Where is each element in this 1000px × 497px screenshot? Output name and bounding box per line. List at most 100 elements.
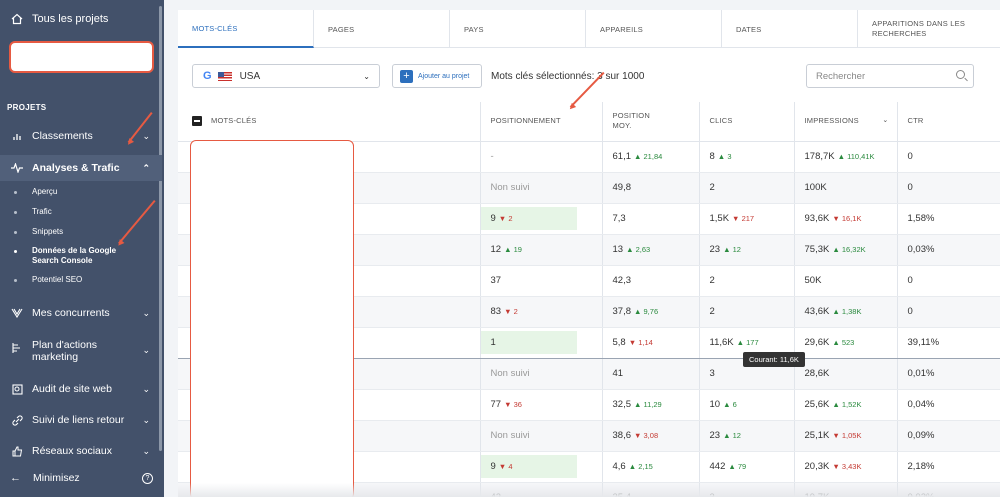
tab-dates[interactable]: DATES bbox=[722, 10, 858, 48]
subitem-seo-potential[interactable]: Potentiel SEO bbox=[14, 275, 82, 284]
add-to-project-label: Ajouter au projet bbox=[418, 72, 470, 80]
delta-up: ▲ 16,32K bbox=[832, 245, 866, 254]
clicks-cell: 8 ▲ 3 bbox=[699, 141, 795, 173]
clicks-tooltip: Courant: 11,6K bbox=[743, 352, 805, 367]
scroll-fade bbox=[178, 483, 1000, 497]
google-icon: G bbox=[203, 70, 212, 82]
clicks-cell: 442 ▲ 79 bbox=[699, 451, 795, 483]
bullet-icon bbox=[14, 250, 17, 253]
impressions-cell: 43,6K ▲ 1,38K bbox=[794, 296, 898, 328]
header-clicks[interactable]: CLICS bbox=[699, 102, 795, 142]
tab-keywords[interactable]: MOTS-CLÉS bbox=[178, 10, 314, 48]
avg-position-cell: 49,8 bbox=[602, 172, 700, 204]
clicks-cell: 10 ▲ 6 bbox=[699, 389, 795, 421]
ctr-cell: 0 bbox=[897, 296, 1000, 328]
impressions-cell: 25,1K ▼ 1,05K bbox=[794, 420, 898, 452]
sidebar-item-rankings[interactable]: Classements ⌄ bbox=[0, 126, 162, 146]
impressions-cell: 100K bbox=[794, 172, 898, 204]
sidebar-item-label: Réseaux sociaux bbox=[32, 445, 112, 457]
avg-position-cell: 5,8 ▼ 1,14 bbox=[602, 326, 700, 359]
ctr-cell: 2,18% bbox=[897, 451, 1000, 483]
sidebar-item-analytics[interactable]: Analyses & Trafic ⌃ bbox=[0, 155, 162, 181]
selected-count: Mots clés sélectionnés: 3 sur 1000 bbox=[491, 70, 645, 82]
subitem-label: Données de la Google Search Console bbox=[32, 246, 117, 265]
ctr-cell: 0 bbox=[897, 265, 1000, 297]
avg-position-cell: 38,6 ▼ 3,08 bbox=[602, 420, 700, 452]
all-projects-label: Tous les projets bbox=[32, 13, 109, 25]
tab-devices[interactable]: APPAREILS bbox=[586, 10, 722, 48]
add-to-project-button[interactable]: + Ajouter au projet bbox=[392, 64, 482, 88]
subitem-label: Potentiel SEO bbox=[32, 275, 83, 284]
header-label: MOTS-CLÉS bbox=[211, 116, 257, 126]
sidebar-item-site-audit[interactable]: Audit de site web ⌄ bbox=[0, 379, 162, 399]
chevron-down-icon: ⌄ bbox=[142, 307, 150, 318]
sidebar-item-marketing-plan[interactable]: Plan d'actions marketing ⌄ bbox=[0, 339, 162, 365]
minimize-button[interactable]: ← Minimisez ? bbox=[10, 472, 155, 484]
avg-position-cell: 4,6 ▲ 2,15 bbox=[602, 451, 700, 483]
competitors-icon bbox=[10, 306, 24, 320]
minimize-label: Minimisez bbox=[33, 472, 80, 484]
subitem-traffic[interactable]: Trafic bbox=[14, 207, 52, 216]
header-impressions[interactable]: IMPRESSIONS ⌄ bbox=[794, 102, 898, 142]
impressions-cell: 25,6K ▲ 1,52K bbox=[794, 389, 898, 421]
toolbar: G USA ⌄ + Ajouter au projet Mots clés sé… bbox=[192, 64, 644, 88]
impressions-cell: 75,3K ▲ 16,32K bbox=[794, 234, 898, 266]
delta-down: ▼ 217 bbox=[732, 214, 755, 223]
checklist-icon bbox=[10, 341, 24, 355]
ctr-cell: 1,58% bbox=[897, 203, 1000, 235]
ctr-cell: 0 bbox=[897, 172, 1000, 204]
help-icon[interactable]: ? bbox=[142, 472, 153, 484]
sidebar-item-competitors[interactable]: Mes concurrents ⌄ bbox=[0, 303, 162, 323]
position-cell: 37 bbox=[480, 265, 603, 297]
header-position[interactable]: POSITIONNEMENT bbox=[480, 102, 603, 142]
impressions-cell: 93,6K ▼ 16,1K bbox=[794, 203, 898, 235]
chevron-down-icon: ⌄ bbox=[142, 383, 150, 394]
select-all-checkbox[interactable] bbox=[192, 116, 202, 127]
tab-countries[interactable]: PAYS bbox=[450, 10, 586, 48]
sidebar-item-social[interactable]: Réseaux sociaux ⌄ bbox=[0, 441, 162, 461]
delta-down: ▼ 3,43K bbox=[832, 462, 862, 471]
search-icon bbox=[956, 70, 965, 79]
sort-desc-icon[interactable]: ⌄ bbox=[882, 117, 889, 125]
all-projects-link[interactable]: Tous les projets bbox=[10, 12, 108, 26]
thumbs-up-icon bbox=[10, 444, 24, 458]
chevron-down-icon: ⌄ bbox=[363, 71, 370, 81]
chevron-down-icon: ⌄ bbox=[142, 345, 150, 355]
arrow-left-icon: ← bbox=[10, 472, 21, 484]
chevron-down-icon: ⌄ bbox=[142, 414, 150, 425]
tab-pages[interactable]: PAGES bbox=[314, 10, 450, 48]
header-ctr[interactable]: CTR bbox=[897, 102, 1000, 142]
subitem-search-console[interactable]: Données de la Google Search Console bbox=[14, 246, 144, 266]
subitem-overview[interactable]: Aperçu bbox=[14, 187, 57, 196]
projects-section-label: PROJETS bbox=[7, 103, 47, 112]
avg-position-cell: 37,8 ▲ 9,76 bbox=[602, 296, 700, 328]
impressions-cell: 28,6K bbox=[794, 358, 898, 390]
subitem-snippets[interactable]: Snippets bbox=[14, 227, 63, 236]
project-selector[interactable] bbox=[9, 41, 154, 73]
subitem-label: Snippets bbox=[32, 227, 64, 236]
sidebar-scrollbar[interactable] bbox=[159, 6, 162, 451]
position-cell: Non suivi bbox=[480, 172, 603, 204]
home-icon bbox=[10, 12, 24, 26]
audit-icon bbox=[10, 382, 24, 396]
header-avg-position[interactable]: POSITION MOY. bbox=[602, 102, 700, 142]
position-cell: Non suivi bbox=[480, 358, 603, 390]
position-cell: 83 ▼ 2 bbox=[480, 296, 603, 328]
avg-position-cell: 13 ▲ 2,63 bbox=[602, 234, 700, 266]
search-placeholder: Rechercher bbox=[816, 70, 866, 82]
bullet-icon bbox=[14, 211, 17, 214]
search-input[interactable]: Rechercher bbox=[806, 64, 974, 88]
ctr-cell: 0,04% bbox=[897, 389, 1000, 421]
clicks-cell: 2 bbox=[699, 172, 795, 204]
sidebar-item-backlinks[interactable]: Suivi de liens retour ⌄ bbox=[0, 410, 162, 430]
subitem-label: Aperçu bbox=[32, 187, 58, 196]
delta-up: ▲ 21,84 bbox=[634, 152, 663, 161]
position-cell: 1 bbox=[480, 326, 603, 359]
impressions-cell: 20,3K ▼ 3,43K bbox=[794, 451, 898, 483]
sidebar-item-label: Plan d'actions marketing bbox=[32, 339, 98, 363]
ctr-cell: 0,01% bbox=[897, 358, 1000, 390]
tab-search-appearance[interactable]: APPARITIONS DANS LES RECHERCHES bbox=[872, 19, 966, 38]
subitem-label: Trafic bbox=[32, 207, 52, 216]
header-keywords[interactable]: MOTS-CLÉS bbox=[178, 102, 481, 142]
country-select[interactable]: G USA ⌄ bbox=[192, 64, 380, 88]
